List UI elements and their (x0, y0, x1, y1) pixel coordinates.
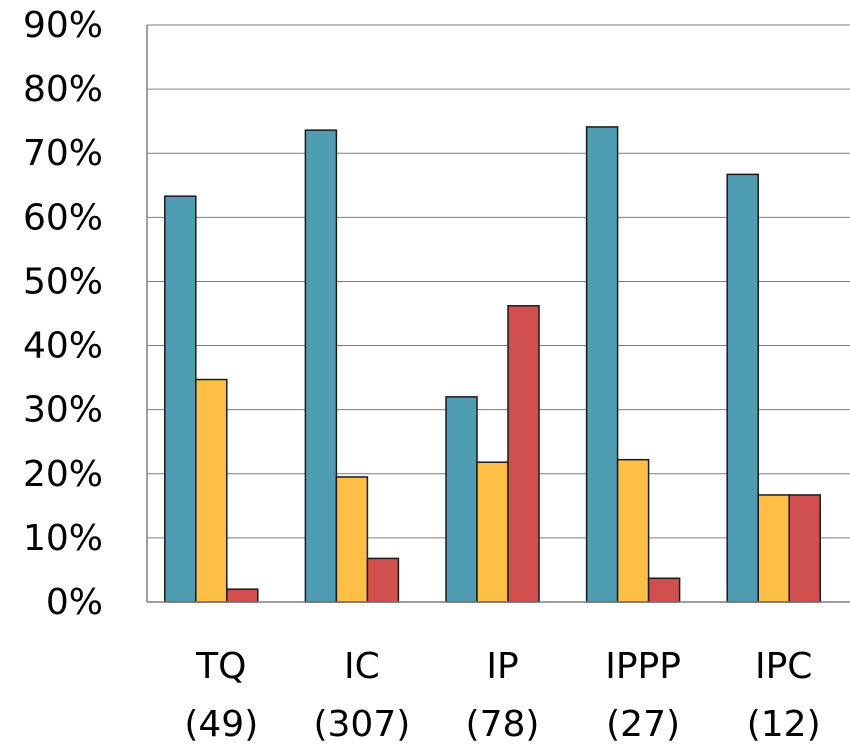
axes (146, 25, 850, 603)
bar-1-series-1 (335, 476, 369, 603)
bars (164, 126, 821, 603)
bar-3-series-0 (585, 126, 619, 603)
bar-4-series-2 (788, 494, 821, 603)
y-tick-label: 20% (23, 454, 103, 495)
y-tick-label: 40% (23, 326, 103, 367)
bar-2-series-2 (507, 305, 540, 603)
category-count-label: (27) (606, 704, 680, 745)
x-axis-category-labels: TQ (49) IC (307) IP (78) IPPP (27) IPC (12) (184, 646, 820, 745)
category-count-label: (78) (466, 704, 540, 745)
y-tick-label: 10% (23, 518, 103, 559)
bar-0-series-1 (195, 378, 228, 603)
y-tick-label: 0% (46, 582, 103, 623)
bar-3-series-1 (616, 458, 650, 603)
category-name-label: TQ (195, 646, 246, 687)
category-count-label: (307) (313, 704, 410, 745)
category-name-label: IP (486, 646, 518, 687)
category-count-label: (49) (184, 704, 258, 745)
bar-2-series-1 (476, 461, 509, 603)
y-tick-label: 50% (23, 261, 103, 302)
y-tick-label: 90% (23, 5, 103, 46)
gridlines (147, 24, 850, 539)
bar-1-series-2 (366, 557, 400, 603)
bar-4-series-0 (726, 173, 759, 603)
bar-1-series-0 (304, 129, 338, 603)
category-count-label: (12) (747, 704, 821, 745)
bar-0-series-0 (164, 195, 197, 603)
bar-2-series-0 (445, 396, 478, 603)
category-name-label: IPC (755, 646, 812, 687)
y-tick-label: 60% (23, 197, 103, 238)
y-tick-label: 30% (23, 390, 103, 431)
category-name-label: IC (344, 646, 380, 687)
category-name-label: IPPP (605, 646, 681, 687)
y-axis-tick-labels: 0% 10% 20% 30% 40% 50% 60% 70% 80% 90% (23, 5, 103, 623)
bar-4-series-1 (757, 494, 790, 603)
bar-0-series-2 (226, 588, 259, 603)
bar-3-series-2 (647, 577, 681, 603)
y-tick-label: 80% (23, 69, 103, 110)
y-tick-label: 70% (23, 133, 103, 174)
